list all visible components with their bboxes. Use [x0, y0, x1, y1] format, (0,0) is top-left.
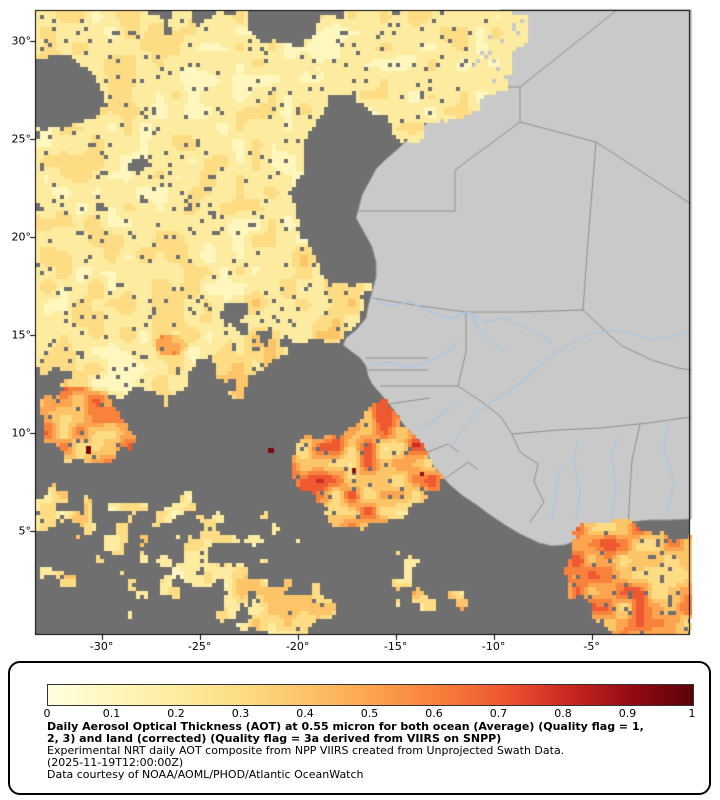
legend-title-line-1: Daily Aerosol Optical Thickness (AOT) at… — [47, 720, 644, 733]
colorbar-tick-label: 0.2 — [167, 707, 185, 720]
legend-panel: 0 0.1 0.2 0.3 0.4 0.5 0.6 0.7 0.8 0.9 1 Daily Aero… — [8, 661, 711, 795]
lat-tick-label: 20° — [11, 230, 32, 244]
lon-tick-label: -30° — [89, 640, 114, 653]
colorbar-tick-label: 0.3 — [231, 707, 250, 720]
lat-tick-label: 30° — [11, 34, 32, 48]
lon-tick-label: -20° — [285, 640, 310, 653]
lat-tick-label: 10° — [11, 426, 32, 440]
lat-tick-label: 5° — [18, 524, 32, 538]
colorbar-tick-label: 0.7 — [489, 707, 508, 720]
colorbar-tick-label: 0 — [43, 707, 51, 720]
colorbar — [47, 684, 694, 706]
lat-tick-label: 25° — [11, 132, 32, 146]
legend-title-line-2: 2, 3) and land (corrected) (Quality flag… — [47, 732, 502, 745]
legend-timestamp: (2025-11-19T12:00:00Z) — [47, 756, 184, 769]
colorbar-tick-label: 0.6 — [425, 707, 443, 720]
colorbar-tick-label: 1 — [688, 707, 696, 720]
lon-tick-label: -15° — [383, 640, 408, 653]
legend-credit: Data courtesy of NOAA/AOML/PHOD/Atlantic… — [47, 768, 364, 781]
lon-tick-label: -25° — [187, 640, 212, 653]
colorbar-tick-label: 0.5 — [360, 707, 379, 720]
colorbar-tick-label: 0.8 — [554, 707, 572, 720]
colorbar-tick-label: 0.4 — [296, 707, 314, 720]
colorbar-tick-label: 0.9 — [618, 707, 637, 720]
legend-description: Experimental NRT daily AOT composite fro… — [47, 744, 565, 757]
lat-tick-label: 15° — [11, 328, 32, 342]
lon-tick-label: -5° — [583, 640, 600, 653]
lon-tick-label: -10° — [481, 640, 506, 653]
colorbar-tick-label: 0.1 — [102, 707, 121, 720]
